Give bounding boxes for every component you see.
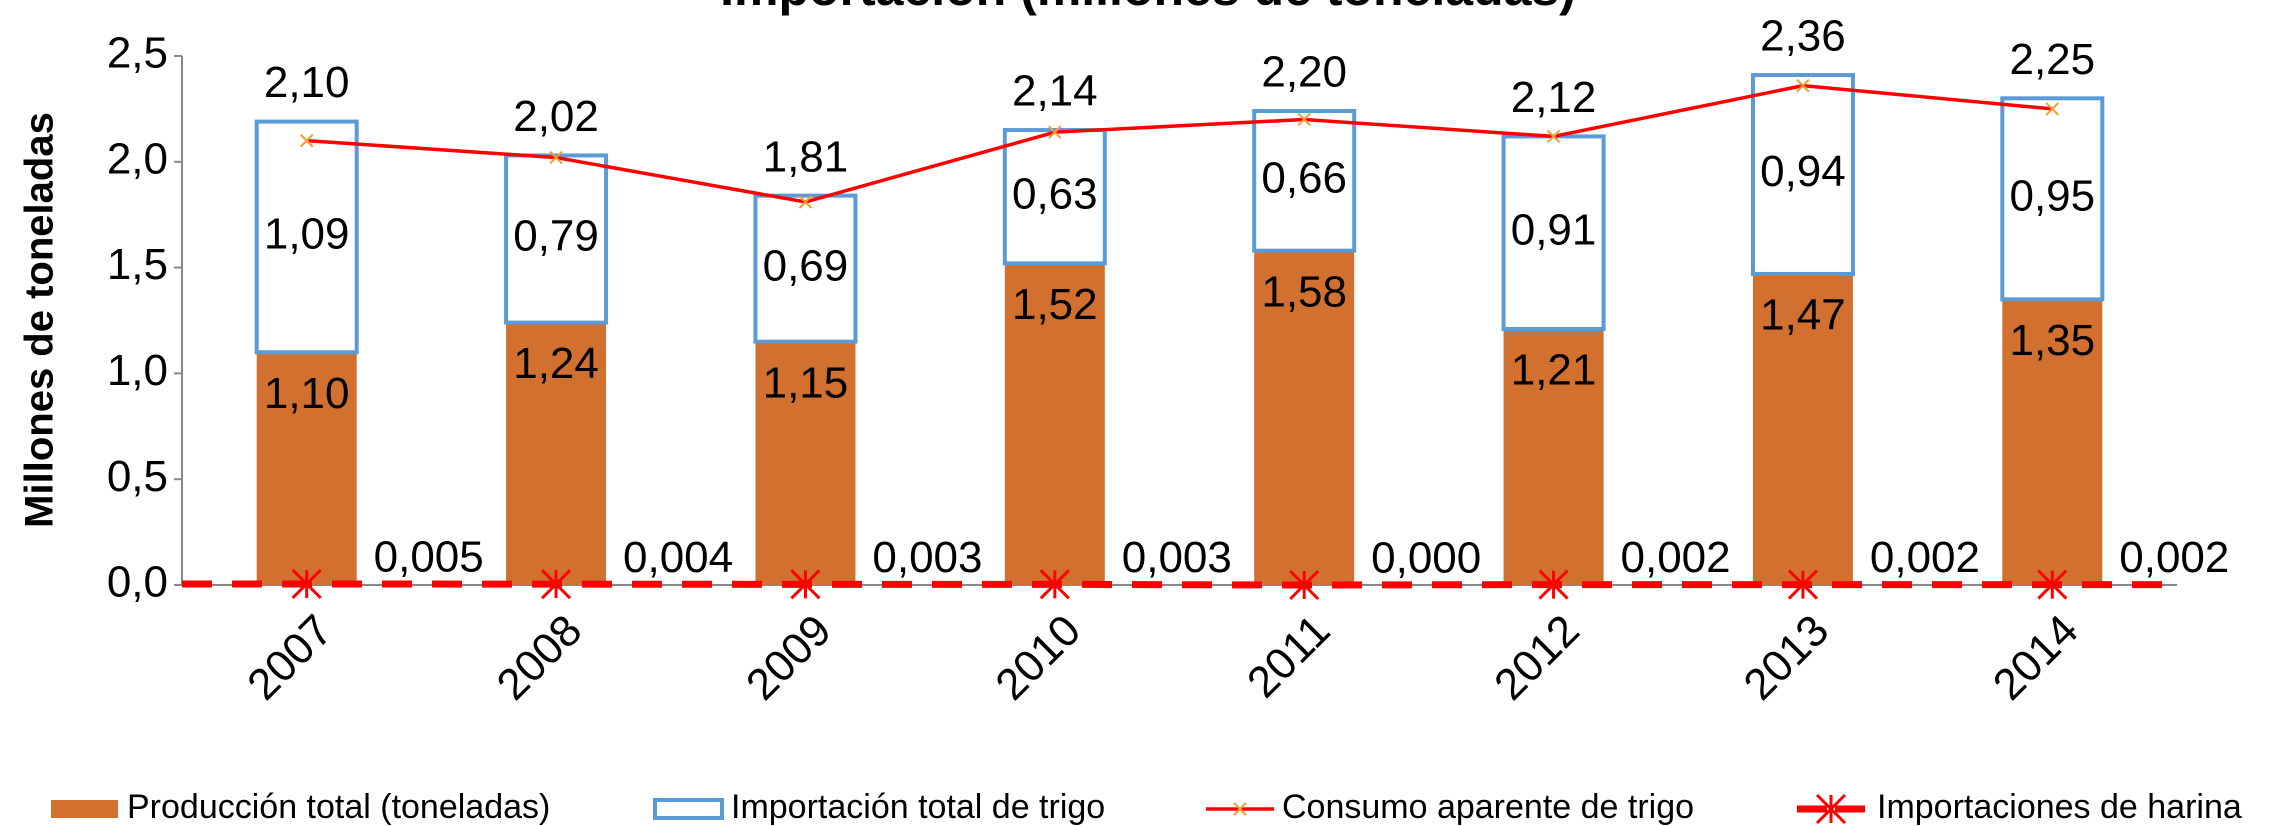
marker: [1546, 129, 1561, 144]
data-label: 0,000: [1371, 534, 1481, 583]
data-label: 2,10: [264, 58, 350, 107]
x-tick-label: 2013: [1734, 606, 1838, 710]
data-label: 0,002: [2119, 533, 2229, 582]
marker: [1796, 78, 1810, 93]
bar: [256, 352, 357, 585]
x-tick-label: 2009: [737, 606, 841, 710]
marker: [1048, 125, 1062, 139]
bar: [1002, 128, 1107, 266]
legend-label: Producción total (toneladas): [127, 788, 550, 826]
bar: [2000, 96, 2105, 302]
data-label: 1,24: [513, 339, 599, 388]
marker: [790, 569, 821, 600]
data-label: 0,63: [1012, 169, 1098, 218]
data-label: 2,12: [1511, 73, 1597, 122]
y-tick-label: 1,5: [107, 240, 168, 289]
bar: [254, 119, 359, 355]
data-label: 0,005: [374, 533, 484, 582]
bar: [1254, 250, 1355, 585]
x-tick-label: 2012: [1485, 606, 1589, 710]
legend-label: Importaciones de harina: [1877, 788, 2242, 826]
data-label: 2,02: [513, 92, 599, 141]
marker: [1039, 569, 1070, 600]
bar: [755, 341, 856, 585]
bar: [1501, 134, 1606, 331]
y-tick-label: 0,5: [107, 452, 168, 501]
data-label: 0,003: [1122, 533, 1232, 582]
data-label: 2,20: [1261, 48, 1347, 97]
x-tick-label: 2008: [487, 606, 591, 710]
legend-swatch: [1233, 802, 1247, 816]
data-label: 0,94: [1760, 147, 1846, 196]
data-label: 1,09: [264, 210, 350, 259]
data-label: 0,91: [1511, 205, 1597, 254]
y-axis-title: Millones de toneladas: [18, 112, 62, 528]
x-tick-label: 2007: [238, 606, 342, 710]
marker: [1787, 569, 1819, 600]
bar: [506, 322, 607, 585]
data-label: 1,10: [264, 369, 350, 418]
data-label: 1,15: [763, 358, 849, 407]
data-label: 1,81: [763, 132, 849, 181]
data-label: 1,47: [1760, 291, 1846, 340]
x-tick-label: 2014: [1984, 606, 2088, 710]
data-label: 2,14: [1012, 67, 1098, 116]
data-label: 2,36: [1760, 12, 1846, 61]
data-label: 0,004: [623, 533, 733, 582]
data-label: 0,79: [513, 212, 599, 261]
bar: [1752, 273, 1853, 585]
marker: [299, 133, 314, 148]
marker: [1289, 569, 1320, 601]
line-series: [306, 83, 2053, 204]
data-label: 0,69: [763, 241, 849, 290]
marker: [1297, 112, 1311, 127]
bar: [753, 193, 858, 344]
y-tick-label: 2,0: [107, 134, 168, 183]
legend-label: Consumo aparente de trigo: [1282, 788, 1694, 826]
data-label: 1,35: [2009, 316, 2095, 365]
bar: [1503, 328, 1604, 585]
data-label: 0,002: [1870, 533, 1980, 582]
marker: [798, 195, 813, 209]
data-label: 0,003: [872, 533, 982, 582]
legend-swatch: [51, 800, 118, 818]
data-label: 1,21: [1511, 346, 1597, 395]
bar: [1750, 73, 1855, 276]
chart-title: Importación (millones de toneladas): [720, 0, 1576, 16]
marker: [2037, 569, 2068, 600]
y-tick-label: 2,5: [107, 29, 168, 78]
data-label: 0,002: [1621, 533, 1731, 582]
marker: [541, 569, 572, 600]
bar: [504, 153, 609, 325]
bar: [1252, 109, 1357, 253]
data-label: 0,95: [2009, 171, 2095, 220]
marker: [291, 568, 322, 600]
y-tick-label: 0,0: [107, 558, 168, 607]
x-tick-label: 2011: [1238, 606, 1340, 708]
legend-swatch: [653, 798, 724, 820]
data-label: 1,58: [1261, 267, 1347, 316]
legend-swatch: [1815, 793, 1847, 825]
bar: [1004, 263, 1105, 585]
marker: [549, 150, 563, 165]
data-label: 1,52: [1012, 280, 1098, 329]
y-tick-label: 1,0: [107, 346, 168, 395]
x-tick-label: 2010: [986, 606, 1090, 710]
bar: [2002, 299, 2103, 585]
marker: [2045, 102, 2060, 116]
legend-label: Importación total de trigo: [731, 788, 1105, 826]
data-label: 2,25: [2009, 35, 2095, 84]
data-label: 0,66: [1261, 153, 1347, 202]
marker: [1538, 569, 1569, 600]
